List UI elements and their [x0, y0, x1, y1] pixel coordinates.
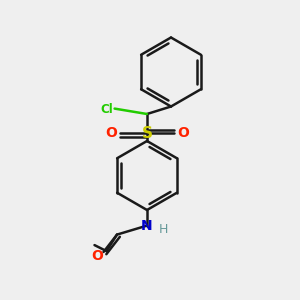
Text: S: S: [142, 126, 152, 141]
Text: N: N: [141, 219, 153, 232]
Text: Cl: Cl: [100, 103, 113, 116]
Text: O: O: [91, 249, 103, 262]
Text: H: H: [159, 223, 168, 236]
Text: O: O: [177, 127, 189, 140]
Text: O: O: [105, 127, 117, 140]
